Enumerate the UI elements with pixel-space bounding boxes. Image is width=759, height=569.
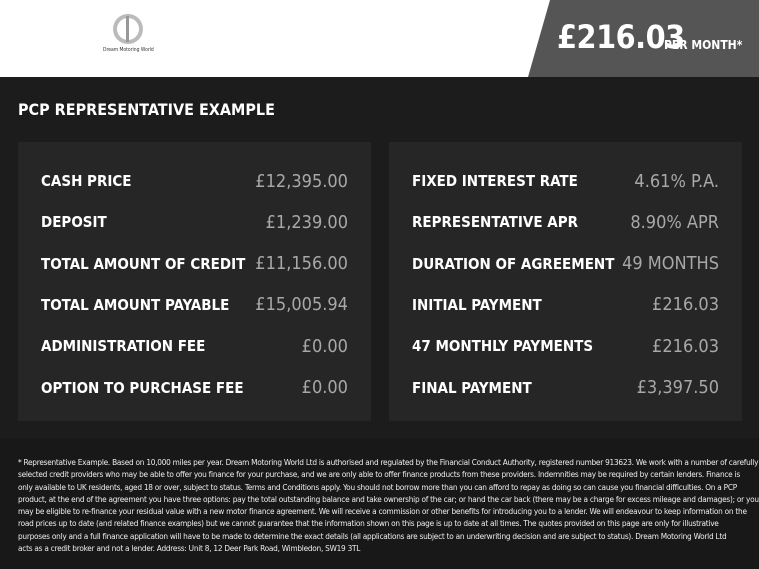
row-label: REPRESENTATIVE APR <box>412 213 578 232</box>
monthly-price: £216.03 <box>557 18 685 56</box>
finance-row: DURATION OF AGREEMENT 49 MONTHS <box>412 252 719 276</box>
row-label: 47 MONTHLY PAYMENTS <box>412 337 594 356</box>
row-value: £11,156.00 <box>255 253 348 275</box>
row-label: DEPOSIT <box>41 213 107 232</box>
row-value: 4.61% P.A. <box>634 170 719 192</box>
logo-text: Dream Motoring World <box>103 47 154 53</box>
row-value: £0.00 <box>301 377 348 398</box>
row-label: DURATION OF AGREEMENT <box>412 254 615 273</box>
row-value: £216.03 <box>652 335 719 357</box>
disclaimer-line: only available to UK residents, aged 18 … <box>18 481 737 492</box>
row-value: 8.90% APR <box>630 211 719 233</box>
finance-panel-right: FIXED INTEREST RATE 4.61% P.A. REPRESENTAT… <box>389 142 742 421</box>
row-label: TOTAL AMOUNT PAYABLE <box>41 295 230 314</box>
row-label: TOTAL AMOUNT OF CREDIT <box>41 254 246 273</box>
finance-row: REPRESENTATIVE APR 8.90% APR <box>412 210 719 234</box>
row-value: £1,239.00 <box>265 211 348 233</box>
row-value: £3,397.50 <box>636 377 719 398</box>
finance-row: ADMINISTRATION FEE £0.00 <box>41 334 348 358</box>
row-value: £0.00 <box>301 335 348 357</box>
logo-mark-icon <box>113 14 143 44</box>
finance-row: TOTAL AMOUNT OF CREDIT £11,156.00 <box>41 252 348 276</box>
finance-row: OPTION TO PURCHASE FEE £0.00 <box>41 376 348 400</box>
disclaimer-line: road prices up to date (and related fina… <box>18 518 719 529</box>
per-month-label: PER MONTH* <box>664 38 743 52</box>
row-value: £15,005.94 <box>255 294 348 316</box>
disclaimer-line: * Representative Example. Based on 10,00… <box>18 457 759 467</box>
row-label: FINAL PAYMENT <box>412 378 532 397</box>
row-value: 49 MONTHS <box>622 253 719 275</box>
row-label: ADMINISTRATION FEE <box>41 337 206 356</box>
disclaimer-line: selected credit providers who may be abl… <box>18 469 740 480</box>
row-label: FIXED INTEREST RATE <box>412 172 578 190</box>
finance-row: DEPOSIT £1,239.00 <box>41 210 348 234</box>
section-title: PCP REPRESENTATIVE EXAMPLE <box>18 100 275 119</box>
row-value: £12,395.00 <box>255 170 348 192</box>
disclaimer-line: acts as a credit broker and not a lender… <box>18 543 361 554</box>
row-value: £216.03 <box>652 294 719 316</box>
logo[interactable]: Dream Motoring World <box>103 14 154 64</box>
disclaimer-line: purposes only and a full finance applica… <box>18 530 727 541</box>
finance-row: 47 MONTHLY PAYMENTS £216.03 <box>412 334 719 358</box>
finance-row: CASH PRICE £12,395.00 <box>41 169 348 193</box>
disclaimer-line: product, at the end of the agreement you… <box>18 493 759 504</box>
disclaimer-line: may be eligible to re-finance your resid… <box>18 506 747 517</box>
price-panel <box>528 0 759 77</box>
finance-row: FINAL PAYMENT £3,397.50 <box>412 376 719 400</box>
row-label: INITIAL PAYMENT <box>412 295 542 314</box>
finance-panel-left: CASH PRICE £12,395.00 DEPOSIT £1,239.00 TOTA… <box>18 142 371 421</box>
finance-row: INITIAL PAYMENT £216.03 <box>412 293 719 317</box>
row-label: CASH PRICE <box>41 172 132 190</box>
disclaimer: * Representative Example. Based on 10,00… <box>0 438 759 569</box>
finance-row: FIXED INTEREST RATE 4.61% P.A. <box>412 169 719 193</box>
finance-row: TOTAL AMOUNT PAYABLE £15,005.94 <box>41 293 348 317</box>
row-label: OPTION TO PURCHASE FEE <box>41 378 244 397</box>
